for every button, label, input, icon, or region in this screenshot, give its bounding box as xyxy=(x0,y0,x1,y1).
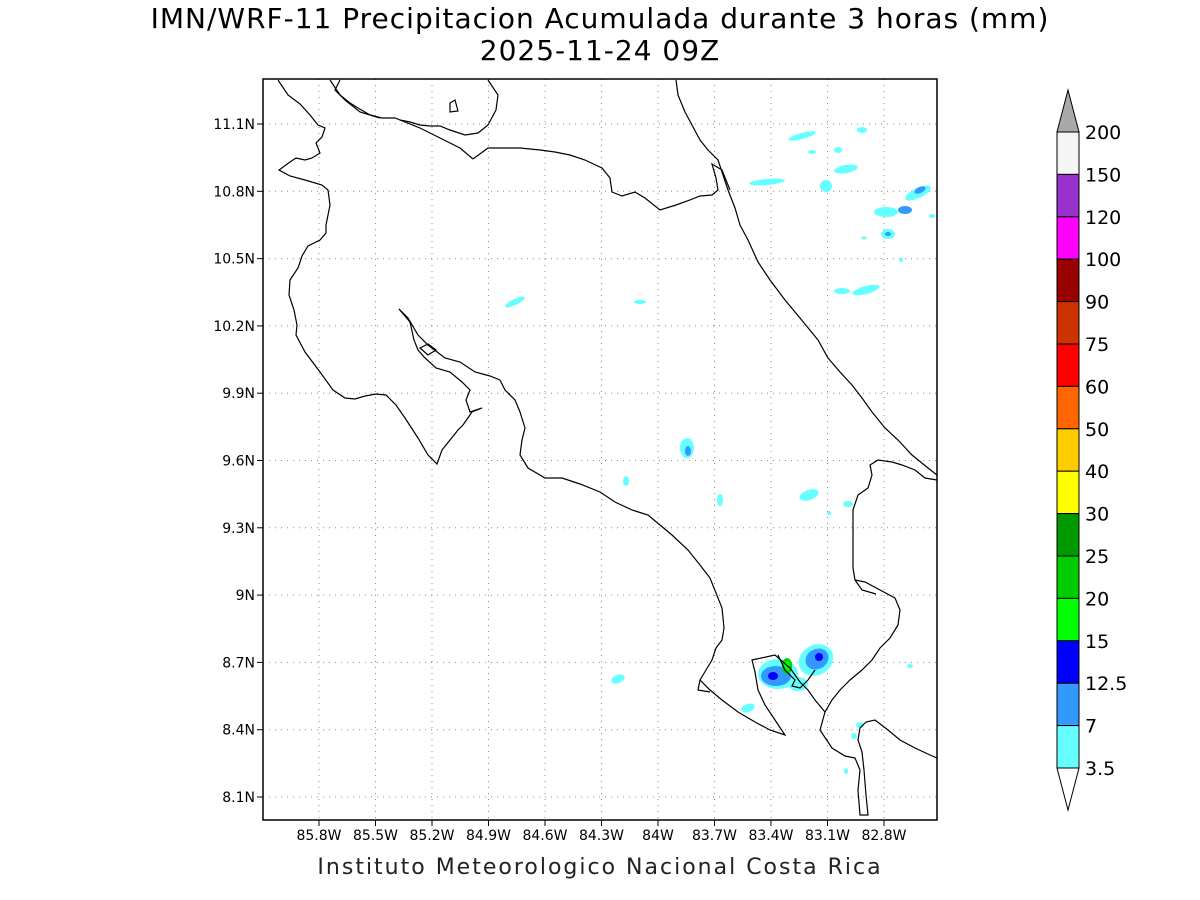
colorbar-swatch xyxy=(1056,258,1080,303)
coastlines-borders xyxy=(277,79,938,816)
colorbar-swatch xyxy=(1056,725,1080,769)
colorbar-label: 90 xyxy=(1085,292,1109,314)
lat-tick-label: 10.2N xyxy=(213,319,255,335)
colorbar-label: 100 xyxy=(1085,249,1121,271)
lat-tick-label: 8.1N xyxy=(222,790,255,806)
colorbar-label: 12.5 xyxy=(1085,673,1127,695)
lon-tick-label: 84.9W xyxy=(466,828,511,844)
lat-tick-label: 9.3N xyxy=(222,521,255,537)
map-title: IMN/WRF-11 Precipitacion Acumulada duran… xyxy=(150,2,1050,35)
map-subtitle-date: 2025-11-24 09Z xyxy=(479,34,721,67)
colorbar-swatch xyxy=(1056,428,1080,472)
colorbar-swatch xyxy=(1056,555,1080,599)
latitude-axis: 11.1N 10.8N 10.5N 10.2N 9.9N 9.6N 9.3N 9N 8.7N 8.… xyxy=(213,117,263,806)
colorbar-swatch xyxy=(1056,513,1080,557)
precipitation-field xyxy=(504,127,935,774)
colorbar-label: 40 xyxy=(1085,461,1109,483)
colorbar-swatch xyxy=(1056,131,1080,175)
lon-tick-label: 85.2W xyxy=(409,828,454,844)
map-frame xyxy=(262,78,938,821)
lat-tick-label: 9.9N xyxy=(222,386,255,402)
colorbar-swatch xyxy=(1056,597,1080,642)
lon-tick-label: 82.8W xyxy=(861,828,906,844)
colorbar-label: 150 xyxy=(1085,164,1121,186)
lat-tick-label: 8.7N xyxy=(222,655,255,671)
colorbar-label: 60 xyxy=(1085,376,1109,398)
colorbar-under-arrow xyxy=(1056,767,1080,812)
colorbar-label: 120 xyxy=(1085,207,1121,229)
colorbar-legend: 200 150 120 100 90 75 60 50 40 30 25 20 15 12.5 7 3.5 xyxy=(1056,88,1127,812)
colorbar-label: 25 xyxy=(1085,546,1109,568)
colorbar-swatch xyxy=(1056,470,1080,515)
lon-tick-label: 84W xyxy=(642,828,674,844)
colorbar-swatch xyxy=(1056,682,1080,727)
lon-tick-label: 83.7W xyxy=(692,828,737,844)
lat-tick-label: 10.8N xyxy=(213,184,255,200)
colorbar-swatch xyxy=(1056,640,1080,684)
longitude-axis: 85.8W 85.5W 85.2W 84.9W 84.6W 84.3W 84W 83.7W 83… xyxy=(296,820,907,844)
colorbar-label: 200 xyxy=(1085,122,1121,144)
lat-tick-label: 9.6N xyxy=(222,454,255,470)
lon-tick-label: 84.3W xyxy=(579,828,624,844)
lon-tick-label: 83.4W xyxy=(748,828,793,844)
map-gridlines xyxy=(263,79,937,820)
lon-tick-label: 85.8W xyxy=(296,828,341,844)
lat-tick-label: 11.1N xyxy=(213,117,255,133)
colorbar-swatch xyxy=(1056,301,1080,345)
colorbar-label: 50 xyxy=(1085,419,1109,441)
colorbar-over-arrow xyxy=(1056,88,1080,133)
colorbar-label: 20 xyxy=(1085,588,1109,610)
colorbar-label: 3.5 xyxy=(1085,758,1115,780)
colorbar-swatch xyxy=(1056,343,1080,387)
colorbar-swatch xyxy=(1056,385,1080,430)
colorbar-swatch xyxy=(1056,216,1080,260)
colorbar-label: 30 xyxy=(1085,504,1109,526)
lon-tick-label: 84.6W xyxy=(522,828,567,844)
colorbar-label: 75 xyxy=(1085,334,1109,356)
footer-institution: Instituto Meteorologico Nacional Costa R… xyxy=(317,855,883,880)
colorbar-label: 7 xyxy=(1085,716,1097,738)
colorbar-swatch xyxy=(1056,173,1080,218)
lat-tick-label: 10.5N xyxy=(213,252,255,268)
lat-tick-label: 8.4N xyxy=(222,723,255,739)
colorbar-label: 15 xyxy=(1085,631,1109,653)
lon-tick-label: 83.1W xyxy=(805,828,850,844)
lat-tick-label: 9N xyxy=(236,588,255,604)
lon-tick-label: 85.5W xyxy=(353,828,398,844)
